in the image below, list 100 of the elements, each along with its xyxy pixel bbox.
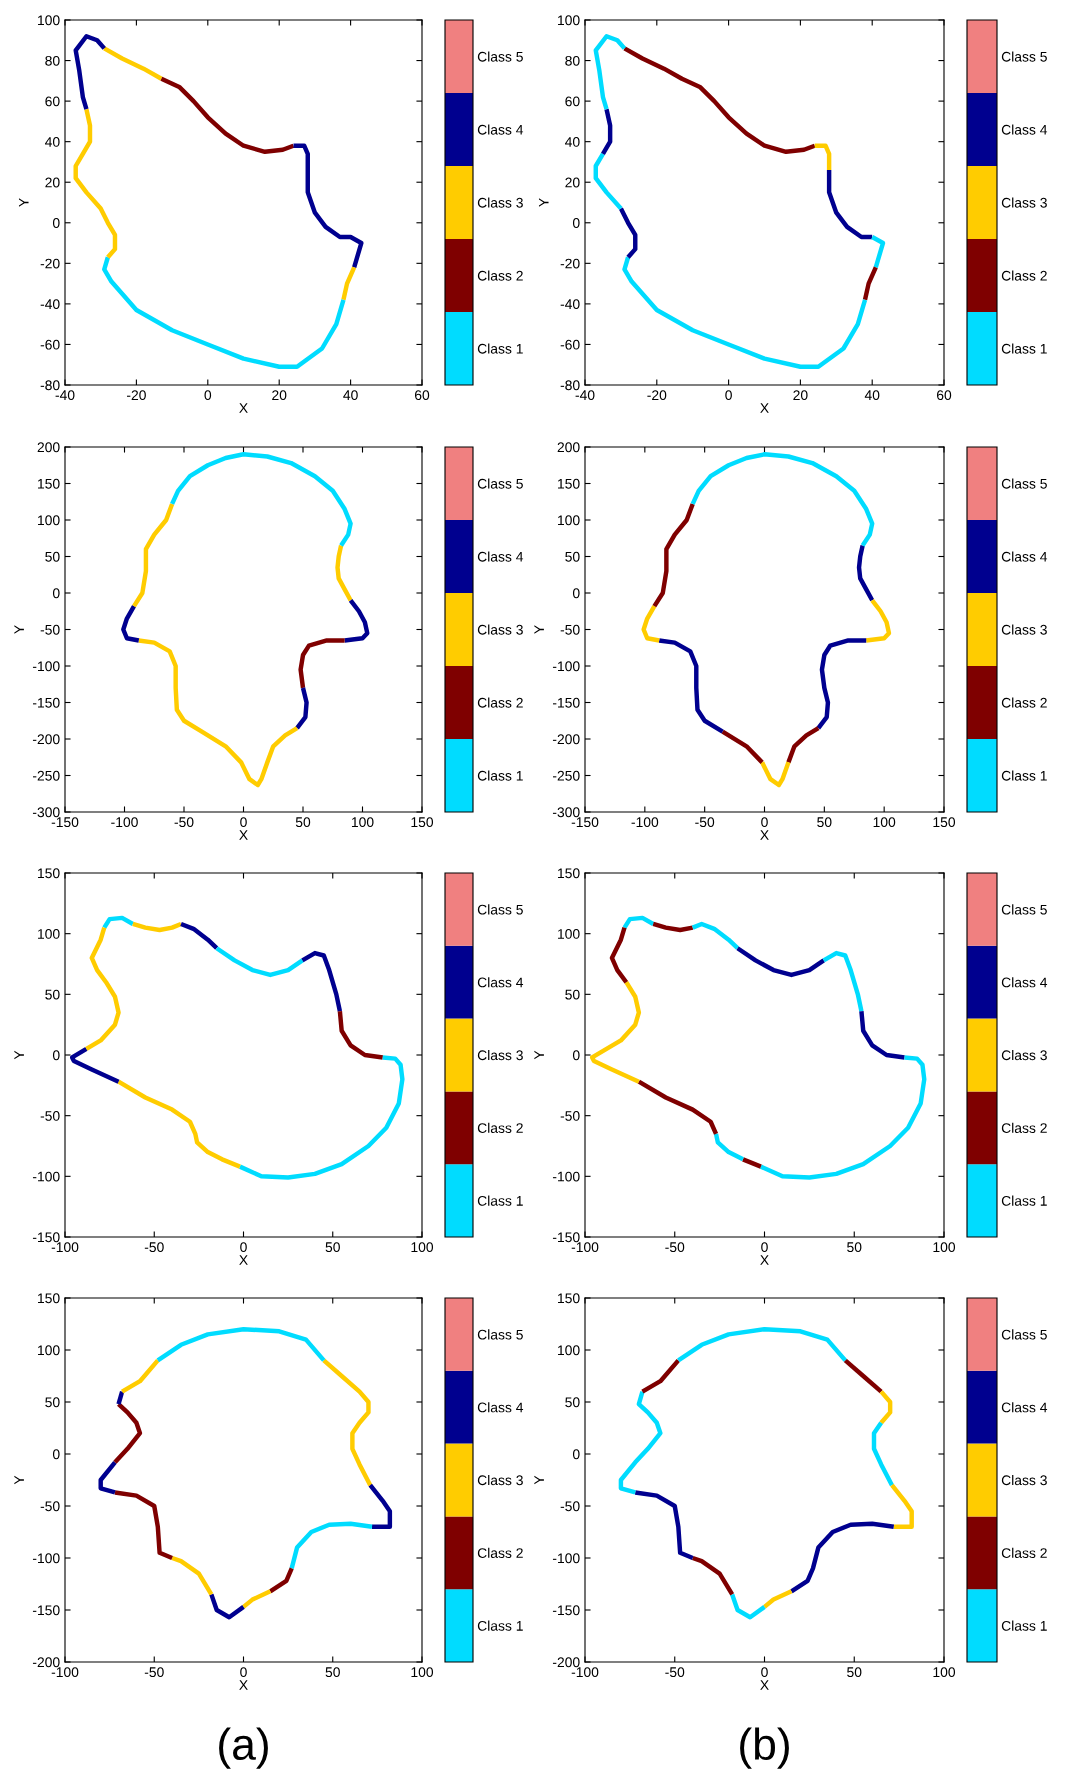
y-tick-label: 0 bbox=[52, 218, 60, 228]
x-tick-label: 100 bbox=[933, 1667, 956, 1678]
y-tick-label: -200 bbox=[552, 1657, 580, 1668]
y-tick-label: 150 bbox=[38, 478, 60, 489]
y-tick-label: 50 bbox=[565, 1397, 580, 1408]
x-tick-label: -20 bbox=[647, 390, 667, 401]
line-series bbox=[112, 1401, 143, 1465]
x-tick-label: 100 bbox=[351, 817, 374, 828]
y-tick-label: -300 bbox=[552, 807, 580, 818]
line-series bbox=[84, 925, 121, 1052]
line-series bbox=[786, 725, 821, 765]
line-series bbox=[609, 925, 629, 985]
color-bar-label: Class 3 bbox=[1001, 1474, 1047, 1486]
y-tick-label: 100 bbox=[38, 515, 60, 526]
y-tick-label: 60 bbox=[565, 96, 580, 107]
y-tick-label: 100 bbox=[38, 15, 60, 26]
y-tick-label: -150 bbox=[552, 1605, 580, 1616]
x-tick-label: 40 bbox=[343, 390, 358, 401]
line-series bbox=[636, 1079, 719, 1137]
y-tick-label: -20 bbox=[40, 258, 60, 269]
x-tick-label: -50 bbox=[665, 1242, 685, 1253]
y-tick-label: 100 bbox=[558, 515, 580, 526]
y-tick-label: -50 bbox=[560, 624, 580, 635]
line-series bbox=[298, 638, 347, 691]
color-bar-label: Class 5 bbox=[1001, 904, 1047, 915]
x-tick-label: 50 bbox=[325, 1242, 340, 1253]
line-series bbox=[622, 46, 817, 155]
y-tick-label: 40 bbox=[565, 137, 580, 147]
line-series bbox=[600, 107, 613, 157]
x-tick-label: 50 bbox=[325, 1667, 340, 1678]
color-bar-label: Class 5 bbox=[1001, 1329, 1047, 1340]
line-series bbox=[294, 685, 309, 731]
line-series bbox=[878, 1389, 893, 1426]
line-series bbox=[652, 501, 695, 609]
line-series bbox=[633, 1490, 695, 1561]
y-tick-label: -100 bbox=[32, 661, 60, 672]
line-series bbox=[69, 1046, 121, 1084]
x-axis-title: X bbox=[760, 1255, 769, 1265]
y-tick-label: -200 bbox=[552, 734, 580, 745]
y-tick-label: -100 bbox=[32, 1553, 60, 1564]
x-tick-label: 0 bbox=[761, 1667, 768, 1678]
y-tick-label: 150 bbox=[38, 868, 60, 879]
y-tick-label: -150 bbox=[32, 1232, 60, 1243]
y-tick-label: 0 bbox=[52, 1449, 60, 1460]
x-tick-label: 40 bbox=[864, 390, 880, 401]
y-tick-label: 200 bbox=[37, 442, 60, 453]
y-tick-label: -80 bbox=[560, 380, 580, 391]
y-tick-label: -150 bbox=[32, 1605, 60, 1616]
x-tick-label: -100 bbox=[631, 817, 659, 828]
line-series bbox=[116, 1079, 243, 1169]
y-tick-label: -80 bbox=[40, 380, 60, 391]
line-series bbox=[618, 206, 638, 260]
y-tick-label: -100 bbox=[552, 661, 580, 672]
y-tick-label: 150 bbox=[558, 1293, 580, 1304]
y-axis-title: Y bbox=[18, 198, 29, 207]
color-bar-label: Class 2 bbox=[1001, 1122, 1047, 1133]
y-tick-label: 100 bbox=[38, 929, 60, 939]
color-bar-label: Class 4 bbox=[1001, 1402, 1048, 1413]
x-tick-label: 0 bbox=[240, 1242, 247, 1253]
y-tick-label: 100 bbox=[558, 1345, 580, 1356]
line-series bbox=[618, 1389, 663, 1495]
x-axis-title: X bbox=[760, 403, 769, 413]
x-tick-label: 50 bbox=[817, 817, 832, 828]
x-tick-label: 50 bbox=[847, 1242, 862, 1253]
line-series bbox=[889, 1482, 914, 1530]
line-series bbox=[121, 603, 141, 643]
color-bar-label: Class 1 bbox=[1001, 1195, 1047, 1206]
color-bar-label: Class 1 bbox=[1001, 770, 1047, 781]
y-axis-title: Y bbox=[14, 1475, 24, 1485]
y-tick-label: 40 bbox=[45, 137, 60, 147]
line-series bbox=[300, 950, 343, 1014]
x-tick-label: 150 bbox=[411, 817, 434, 828]
line-series bbox=[729, 1592, 767, 1620]
line-series bbox=[656, 638, 725, 734]
x-tick-label: 150 bbox=[933, 817, 956, 828]
color-bar-label: Class 1 bbox=[1001, 343, 1047, 354]
y-tick-label: -50 bbox=[560, 1501, 580, 1512]
color-bar-label: Class 1 bbox=[477, 343, 523, 354]
y-tick-label: 100 bbox=[38, 1345, 60, 1356]
y-tick-label: -50 bbox=[40, 624, 60, 635]
x-tick-label: 50 bbox=[847, 1667, 862, 1678]
color-bar-label: Class 2 bbox=[477, 1547, 523, 1558]
y-tick-label: 50 bbox=[45, 551, 60, 562]
x-tick-label: 0 bbox=[204, 390, 212, 401]
line-series bbox=[73, 34, 107, 112]
x-tick-label: 0 bbox=[761, 817, 768, 828]
y-tick-label: -40 bbox=[560, 299, 580, 310]
x-tick-label: 100 bbox=[933, 1242, 956, 1253]
x-tick-label: -100 bbox=[111, 817, 138, 828]
line-series bbox=[169, 1555, 214, 1597]
line-series bbox=[821, 950, 864, 1014]
line-series bbox=[593, 151, 624, 211]
y-tick-label: 50 bbox=[45, 1397, 60, 1408]
x-axis-title: X bbox=[760, 1680, 769, 1690]
y-tick-label: -100 bbox=[32, 1171, 60, 1182]
x-tick-label: 0 bbox=[240, 817, 247, 828]
y-tick-label: -200 bbox=[32, 734, 60, 745]
color-bar-label: Class 5 bbox=[1001, 478, 1047, 489]
line-series bbox=[178, 921, 219, 951]
color-bar-label: Class 4 bbox=[477, 551, 524, 562]
